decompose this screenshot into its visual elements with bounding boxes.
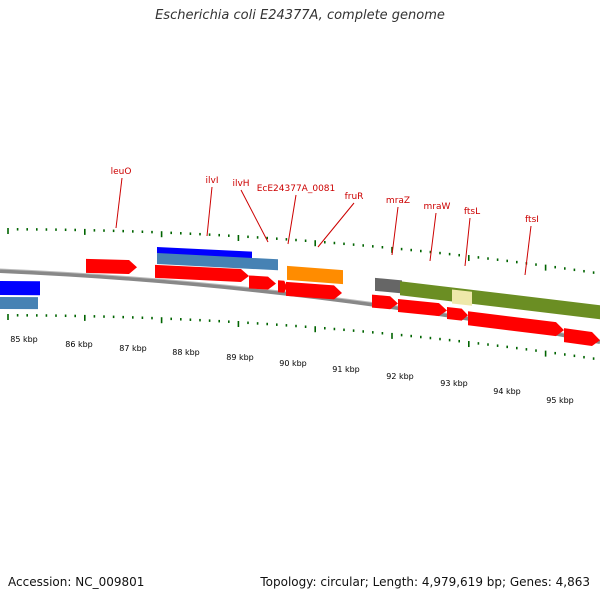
feature-track bbox=[0, 246, 600, 347]
gene-label-leader bbox=[206, 186, 213, 237]
tick-row-top bbox=[7, 228, 595, 274]
gene-cds-arrow bbox=[278, 280, 287, 293]
gene-left-blue-bar bbox=[0, 281, 40, 296]
gene-cds-arrow bbox=[564, 328, 600, 347]
gene-ftsL-yellow-bar bbox=[452, 289, 472, 306]
gene-cds-arrow bbox=[286, 281, 342, 300]
scale-label: 88 kbp bbox=[172, 348, 200, 357]
scale-label: 89 kbp bbox=[226, 353, 254, 362]
gene-leuO-arrow bbox=[86, 258, 137, 274]
gene-cds-arrow bbox=[398, 299, 447, 317]
scale-label: 85 kbp bbox=[10, 335, 38, 344]
gene-ilvI-steelblue-bar bbox=[157, 252, 278, 271]
gene-label: ilvI bbox=[206, 176, 219, 186]
scale-label: 90 kbp bbox=[279, 359, 307, 368]
scale-label: 91 kbp bbox=[332, 365, 360, 374]
gene-label: fruR bbox=[345, 192, 364, 202]
gene-label: mraZ bbox=[386, 196, 410, 206]
scale-label: 92 kbp bbox=[386, 372, 414, 381]
gene-fruR-bar bbox=[287, 265, 343, 285]
gene-label-leader bbox=[429, 212, 437, 262]
scale-label: 95 kbp bbox=[546, 396, 574, 405]
gene-label: ftsL bbox=[464, 207, 480, 217]
gene-ilvI-blue-bar bbox=[157, 246, 252, 260]
gene-label-leader bbox=[464, 217, 471, 267]
gene-mraZ-grey-bar bbox=[375, 277, 402, 294]
gene-cds-arrow bbox=[468, 311, 564, 337]
gene-label-leader bbox=[287, 194, 297, 245]
tick-row-bottom bbox=[7, 314, 595, 360]
gene-cds-arrow bbox=[249, 275, 276, 290]
gene-olive-bar bbox=[400, 281, 600, 320]
gene-label-leader bbox=[240, 189, 269, 243]
scale-label-group: 85 kbp 86 kbp 87 kbp 88 kbp 89 kbp 90 kbp 91 k… bbox=[10, 335, 574, 405]
gene-label-leader bbox=[115, 177, 123, 229]
gene-left-steelblue-bar bbox=[0, 297, 38, 310]
scale-label: 93 kbp bbox=[440, 379, 468, 388]
accession-text: Accession: NC_009801 bbox=[8, 575, 145, 589]
scale-label: 94 kbp bbox=[493, 387, 521, 396]
genome-summary-text: Topology: circular; Length: 4,979,619 bp… bbox=[260, 575, 590, 589]
gene-label: mraW bbox=[424, 202, 451, 212]
gene-cds-arrow bbox=[372, 294, 398, 310]
scale-label: 87 kbp bbox=[119, 344, 147, 353]
gene-label: ftsI bbox=[525, 215, 539, 225]
gene-label: EcE24377A_0081 bbox=[257, 184, 336, 194]
gene-cds-arrow bbox=[155, 264, 249, 282]
scale-label: 86 kbp bbox=[65, 340, 93, 349]
gene-label-group: leuO ilvI ilvH EcE24377A_0081 fruR mraZ mraW ft… bbox=[111, 167, 539, 276]
gene-label: ilvH bbox=[232, 179, 249, 189]
map-title: Escherichia coli E24377A, complete genom… bbox=[155, 8, 445, 23]
gene-cds-arrow bbox=[447, 306, 468, 321]
gene-label: leuO bbox=[111, 167, 132, 177]
gene-label-leader bbox=[317, 202, 355, 248]
gene-label-leader bbox=[524, 225, 532, 276]
gene-label-leader bbox=[391, 206, 399, 256]
